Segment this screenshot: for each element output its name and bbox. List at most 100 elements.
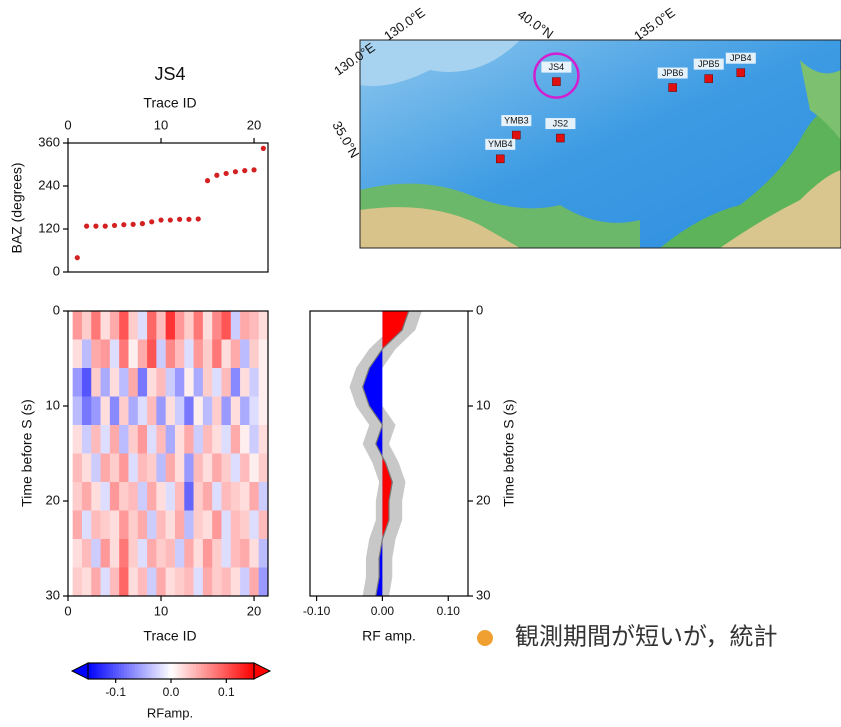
cell bbox=[128, 339, 139, 369]
cell bbox=[193, 539, 204, 568]
cell bbox=[147, 368, 157, 397]
colorbar-step bbox=[126, 663, 130, 679]
y-tick-label: 120 bbox=[38, 220, 60, 235]
cell bbox=[258, 539, 269, 568]
cell bbox=[81, 311, 92, 340]
colorbar-step bbox=[112, 663, 117, 679]
y-tick-label: 0 bbox=[53, 302, 60, 317]
cell bbox=[156, 311, 166, 340]
colorbar-label: RFamp. bbox=[147, 705, 193, 720]
colorbar-step bbox=[212, 663, 216, 679]
cell bbox=[221, 425, 232, 454]
cell bbox=[221, 311, 232, 340]
cell bbox=[91, 339, 101, 369]
colorbar-step bbox=[242, 663, 247, 679]
cell bbox=[249, 510, 259, 540]
x-tick-label: 0 bbox=[64, 117, 71, 132]
point bbox=[130, 221, 136, 227]
colorbar-step bbox=[209, 663, 213, 679]
cell bbox=[81, 396, 92, 426]
colorbar-step bbox=[251, 663, 255, 679]
x-axis-label: Trace ID bbox=[143, 95, 196, 111]
cell bbox=[221, 368, 232, 397]
y-tick-label: 10 bbox=[476, 397, 490, 412]
cell bbox=[165, 453, 176, 483]
cell bbox=[258, 453, 269, 483]
cell bbox=[258, 368, 269, 397]
cell bbox=[100, 339, 111, 369]
colorbar-arrow bbox=[253, 662, 272, 680]
chart-title: JS4 bbox=[154, 64, 185, 84]
cell bbox=[212, 368, 222, 397]
cell bbox=[165, 539, 176, 568]
cell bbox=[91, 311, 101, 340]
cell bbox=[100, 482, 111, 511]
cell bbox=[212, 396, 222, 426]
cell bbox=[119, 482, 129, 511]
cell bbox=[109, 368, 120, 397]
cell bbox=[156, 510, 166, 540]
station-label-bg bbox=[693, 58, 724, 70]
colorbar-step bbox=[190, 663, 194, 679]
cell bbox=[147, 425, 157, 454]
cell bbox=[202, 453, 213, 483]
cell bbox=[91, 482, 101, 511]
colorbar-step bbox=[110, 663, 114, 679]
point bbox=[186, 216, 192, 222]
colorbar-step bbox=[123, 663, 128, 679]
station-label-bg bbox=[725, 52, 756, 64]
point bbox=[251, 167, 257, 173]
cell bbox=[137, 368, 148, 397]
cell bbox=[100, 567, 111, 597]
cell bbox=[156, 339, 166, 369]
cell bbox=[230, 453, 241, 483]
colorbar-step bbox=[148, 663, 153, 679]
x-tick-label: 0.10 bbox=[437, 604, 461, 618]
cell bbox=[193, 425, 204, 454]
colorbar-step bbox=[226, 663, 230, 679]
cell bbox=[212, 567, 222, 597]
cell bbox=[193, 396, 204, 426]
cell bbox=[193, 567, 204, 597]
cell bbox=[184, 539, 194, 568]
cell bbox=[128, 396, 139, 426]
cell bbox=[258, 425, 269, 454]
cell bbox=[81, 539, 92, 568]
point bbox=[102, 223, 108, 229]
cell bbox=[128, 567, 139, 597]
colorbar-step bbox=[248, 663, 252, 679]
cell bbox=[240, 482, 250, 511]
cell bbox=[249, 482, 259, 511]
cell bbox=[156, 482, 166, 511]
cell bbox=[147, 510, 157, 540]
y-axis-label: Time before S (s) bbox=[19, 399, 35, 507]
cell bbox=[91, 510, 101, 540]
colorbar-step bbox=[245, 663, 249, 679]
cell bbox=[128, 510, 139, 540]
colorbar-step bbox=[193, 663, 197, 679]
x-tick-label: 20 bbox=[247, 603, 261, 618]
point bbox=[121, 222, 127, 228]
colorbar-step bbox=[154, 663, 158, 679]
cell bbox=[230, 482, 241, 511]
cell bbox=[202, 482, 213, 511]
cell bbox=[128, 311, 139, 340]
colorbar-step bbox=[99, 663, 103, 679]
cell bbox=[147, 482, 157, 511]
cell bbox=[212, 311, 222, 340]
station bbox=[496, 154, 505, 164]
station-label: JPB6 bbox=[662, 68, 684, 78]
cell bbox=[230, 339, 241, 369]
cell bbox=[109, 425, 120, 454]
cell bbox=[212, 539, 222, 568]
cell bbox=[184, 425, 194, 454]
colorbar-step bbox=[168, 663, 172, 679]
cell bbox=[156, 368, 166, 397]
y-tick-label: 30 bbox=[476, 587, 490, 602]
cell bbox=[119, 396, 129, 426]
cell bbox=[100, 510, 111, 540]
y-tick-label: 20 bbox=[46, 492, 60, 507]
station-label-bg bbox=[545, 118, 576, 130]
cell bbox=[147, 567, 157, 597]
